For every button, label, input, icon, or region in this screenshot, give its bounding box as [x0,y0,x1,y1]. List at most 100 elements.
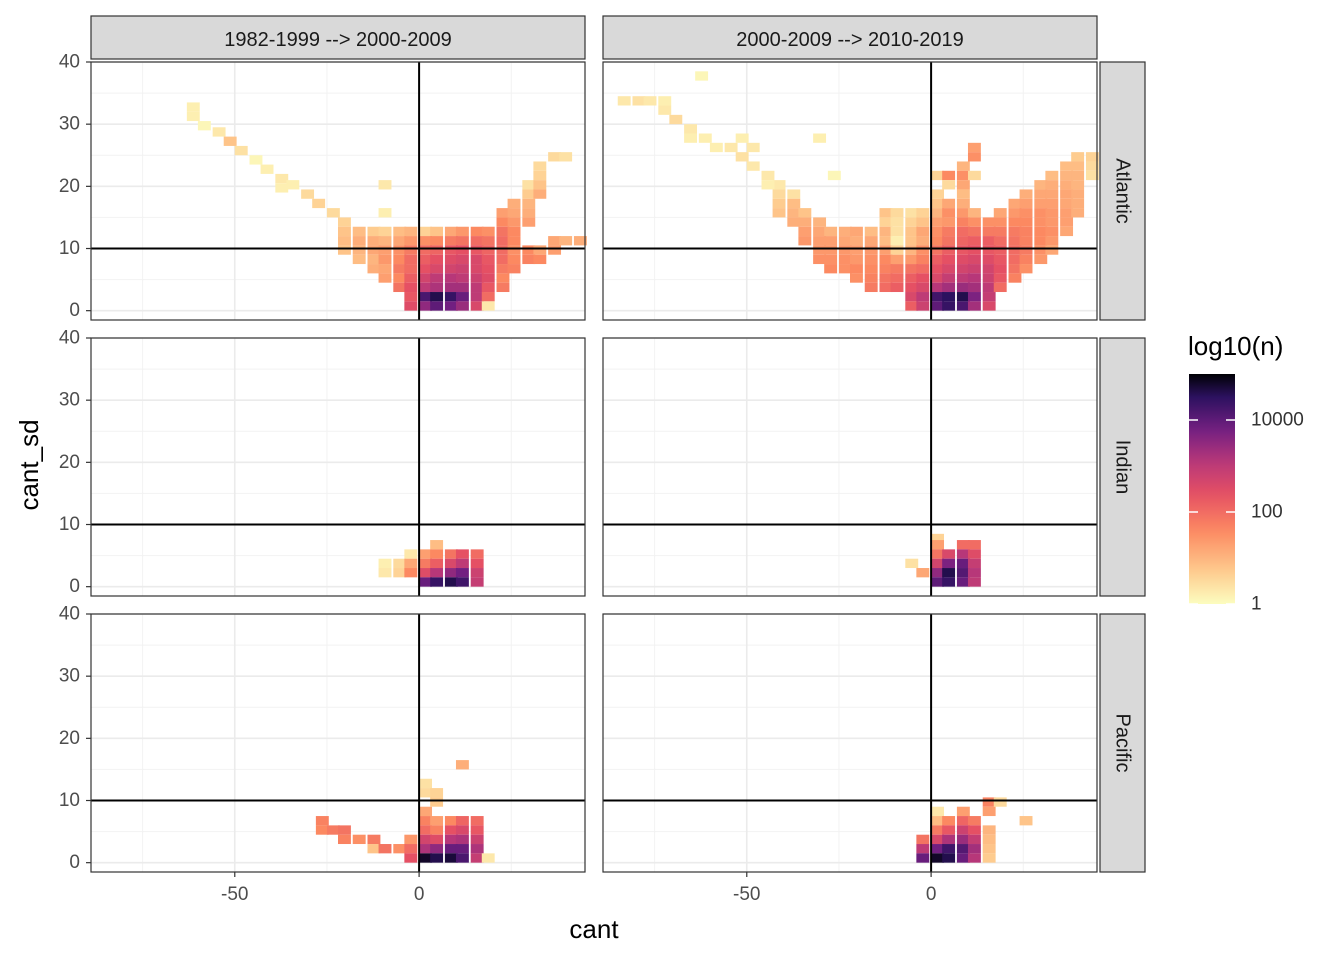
heatmap-tile [824,264,838,274]
heatmap-tile [378,245,392,255]
heatmap-tile [942,217,956,227]
heatmap-tile [798,236,812,246]
heatmap-tile [496,282,510,293]
heatmap-tile [481,236,495,246]
heatmap-tile [1071,189,1085,199]
heatmap-tile [824,226,838,237]
heatmap-tile [419,245,433,255]
heatmap-tile [967,540,981,550]
facet-panel: 0 10 20 30 40 [59,328,586,597]
heatmap-tile [419,853,433,863]
heatmap-tile [905,292,919,302]
heatmap-tile [850,254,863,265]
heatmap-tile [455,816,469,826]
heatmap-tile [419,226,433,237]
heatmap-tile [916,226,930,237]
heatmap-tile [967,245,981,255]
heatmap-tile [404,853,418,863]
heatmap-tile [1008,245,1022,255]
heatmap-tile [956,558,970,569]
heatmap-tile [931,853,945,863]
heatmap-tile [430,568,444,578]
heatmap-tile [942,282,956,293]
heatmap-tile [838,236,852,246]
heatmap-tile [1060,217,1074,227]
heatmap-tile [455,853,469,863]
heatmap-tile [1019,254,1033,265]
heatmap-tile [470,844,484,854]
heatmap-tile [1071,161,1085,171]
row-strip-label: Pacific [1112,714,1134,773]
heatmap-tile [813,245,827,255]
heatmap-tile [993,264,1007,274]
heatmap-tile [1071,170,1085,181]
heatmap-tile [905,273,919,283]
heatmap-tile [1045,198,1059,209]
heatmap-tile [444,301,458,311]
heatmap-tile [967,254,981,265]
heatmap-tile [967,853,981,863]
heatmap-tile [942,825,956,835]
heatmap-tile [430,282,444,293]
heatmap-tile [378,558,392,569]
heatmap-tile [993,217,1007,227]
heatmap-tile [916,853,930,863]
heatmap-tile [1019,264,1033,274]
heatmap-tile [942,198,956,209]
heatmap-tile [967,844,981,854]
heatmap-tile [967,208,981,218]
heatmap-tile [879,208,893,218]
heatmap-tile [404,282,418,293]
heatmap-tile [956,236,970,246]
heatmap-tile [967,170,981,181]
heatmap-tile [931,806,945,817]
heatmap-tile [430,853,444,863]
heatmap-tile [470,236,484,246]
heatmap-tile [967,816,981,826]
x-tick-label: 0 [926,884,937,905]
heatmap-tile [315,825,329,835]
heatmap-tile [481,301,495,311]
heatmap-tile [404,568,418,578]
heatmap-tile [864,282,878,293]
heatmap-tile [916,217,930,227]
heatmap-tile [430,834,444,845]
heatmap-tile [993,226,1007,237]
heatmap-tile [1060,189,1074,199]
heatmap-tile [942,834,956,845]
heatmap-tile [890,236,904,246]
heatmap-tile [393,568,407,578]
y-tick-label: 30 [59,666,80,687]
heatmap-tile [430,254,444,265]
heatmap-tile [559,152,573,162]
heatmap-tile [338,245,351,255]
heatmap-tile [1008,236,1022,246]
heatmap-tile [931,245,945,255]
heatmap-tile [1034,236,1048,246]
heatmap-tile [430,549,444,559]
heatmap-tile [444,844,458,854]
heatmap-tile [455,549,469,559]
heatmap-tile [1045,217,1059,227]
heatmap-tile [1071,208,1085,218]
heatmap-tile [905,236,919,246]
heatmap-tile [338,236,351,246]
heatmap-tile [1071,180,1085,190]
x-axis-title: cant [569,914,619,944]
heatmap-tile [931,254,945,265]
heatmap-tile [864,273,878,283]
heatmap-tile [430,540,444,550]
heatmap-tile [444,236,458,246]
heatmap-tile [404,245,418,255]
heatmap-tile [419,549,433,559]
panel-border [602,613,1098,873]
heatmap-tile [455,254,469,265]
heatmap-tile [942,273,956,283]
heatmap-tile [982,254,996,265]
heatmap-tile [931,834,945,845]
heatmap-tile [444,282,458,293]
heatmap-tile [1019,217,1033,227]
heatmap-tile [419,264,433,274]
heatmap-tile [967,217,981,227]
heatmap-tile [1034,180,1048,190]
